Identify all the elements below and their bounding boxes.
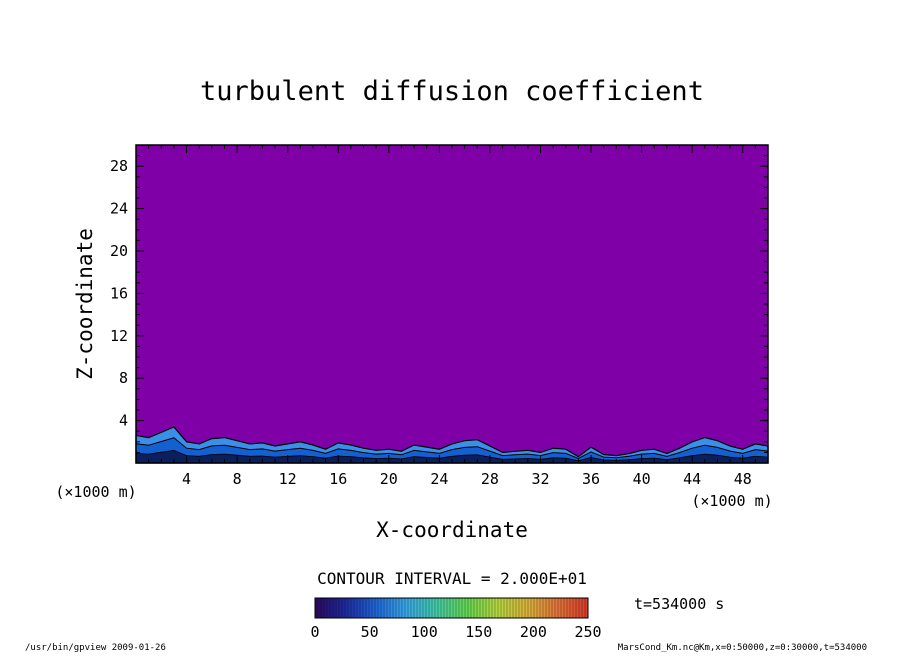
y-tick-label: 16 <box>110 284 128 302</box>
x-tick-label: 12 <box>279 470 297 488</box>
x-tick-label: 8 <box>233 470 242 488</box>
x-tick-label: 32 <box>531 470 549 488</box>
colorbar-tick-label: 250 <box>574 623 601 641</box>
x-tick-label: 48 <box>734 470 752 488</box>
heatmap-field <box>136 145 768 463</box>
colorbar-tick-label: 100 <box>411 623 438 641</box>
x-unit-label: (×1000 m) <box>55 483 136 501</box>
x-tick-label: 28 <box>481 470 499 488</box>
y-tick-label: 28 <box>110 157 128 175</box>
colorbar-ticks: 0 50 100 150 200 250 <box>310 623 601 641</box>
boundary-layer <box>135 426 769 464</box>
x-tick-label: 44 <box>683 470 701 488</box>
colorbar-tick-label: 50 <box>361 623 379 641</box>
contour-interval-label: CONTOUR INTERVAL = 2.000E+01 <box>317 569 587 588</box>
time-label: t=534000 s <box>634 595 724 613</box>
colorbar-contour-lines <box>317 598 586 618</box>
y-axis-ticks: 4 8 12 16 20 24 28 <box>110 155 768 453</box>
x-axis-label: X-coordinate <box>376 518 528 542</box>
footer-left: /usr/bin/gpview 2009-01-26 <box>25 643 166 653</box>
y-tick-label: 12 <box>110 327 128 345</box>
x-axis-ticks: 4 8 12 16 20 24 28 32 36 40 44 48 <box>148 145 756 488</box>
footer-right: MarsCond_Km.nc@Km,x=0:50000,z=0:30000,t=… <box>618 643 867 653</box>
x-tick-label: 40 <box>633 470 651 488</box>
x-tick-label: 24 <box>430 470 448 488</box>
x-tick-label: 4 <box>182 470 191 488</box>
x-tick-label: 20 <box>380 470 398 488</box>
colorbar-tick-label: 200 <box>520 623 547 641</box>
chart-title: turbulent diffusion coefficient <box>200 76 704 107</box>
y-tick-label: 8 <box>119 369 128 387</box>
y-tick-label: 4 <box>119 412 128 430</box>
colorbar-tick-label: 0 <box>310 623 319 641</box>
x-unit-label-right: (×1000 m) <box>691 492 772 510</box>
colorbar-tick-label: 150 <box>465 623 492 641</box>
boundary-layer-core <box>135 449 769 464</box>
colorbar <box>314 597 589 619</box>
y-tick-label: 20 <box>110 242 128 260</box>
x-tick-label: 36 <box>582 470 600 488</box>
y-axis-label: Z-coordinate <box>73 228 97 380</box>
x-tick-label: 16 <box>329 470 347 488</box>
y-tick-label: 24 <box>110 200 128 218</box>
